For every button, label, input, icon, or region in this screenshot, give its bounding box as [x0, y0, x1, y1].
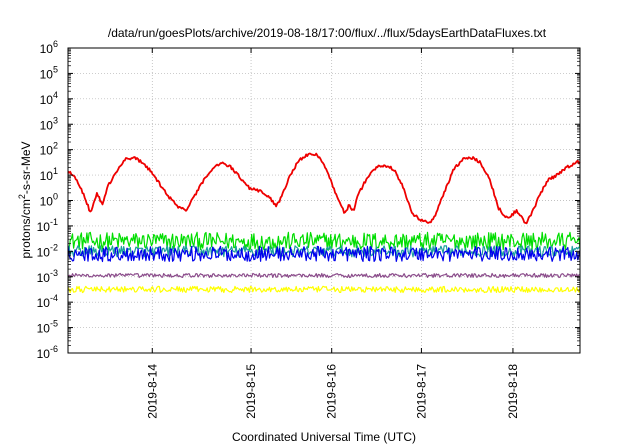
y-tick-label: 102 [40, 141, 58, 158]
y-tick-label: 10-1 [37, 217, 58, 234]
y-tick-label: 105 [40, 64, 58, 81]
x-tick-label: 2019-8-17 [414, 364, 428, 419]
y-tick-label: 10-4 [37, 293, 58, 310]
x-tick-label: 2019-8-16 [325, 364, 339, 419]
series-line-6 [67, 152, 581, 225]
series-line-5 [67, 272, 581, 279]
x-tick-label: 2019-8-15 [244, 364, 258, 419]
chart-title: /data/run/goesPlots/archive/2019-08-18/1… [108, 26, 547, 40]
series-line-3 [67, 245, 581, 263]
series-layer [67, 152, 581, 294]
series-line-2 [67, 245, 581, 258]
x-tick-label: 2019-8-18 [506, 364, 520, 419]
y-tick-label: 106 [40, 39, 58, 56]
y-axis: 10-6 10-5 10-4 10-3 10-2 10-1 100 101 102 103 104 1… [37, 39, 580, 361]
y-tick-label: 10-2 [37, 242, 58, 259]
y-tick-label: 100 [40, 192, 58, 209]
y-tick-label: 10-3 [37, 268, 58, 285]
y-tick-label: 103 [40, 115, 58, 132]
y-tick-label: 101 [40, 166, 58, 183]
y-tick-label: 104 [40, 90, 58, 107]
series-line-4 [67, 285, 581, 294]
x-axis-label: Coordinated Universal Time (UTC) [232, 430, 416, 444]
x-axis: 2019-8-14 2019-8-15 2019-8-16 2019-8-17 2019… [145, 48, 520, 419]
x-tick-label: 2019-8-14 [145, 364, 159, 419]
y-tick-label: 10-5 [37, 319, 58, 336]
series-line-1 [67, 231, 581, 251]
y-axis-label: protons/cm2-s-sr-MeV [17, 141, 33, 258]
y-tick-label: 10-6 [37, 344, 58, 361]
